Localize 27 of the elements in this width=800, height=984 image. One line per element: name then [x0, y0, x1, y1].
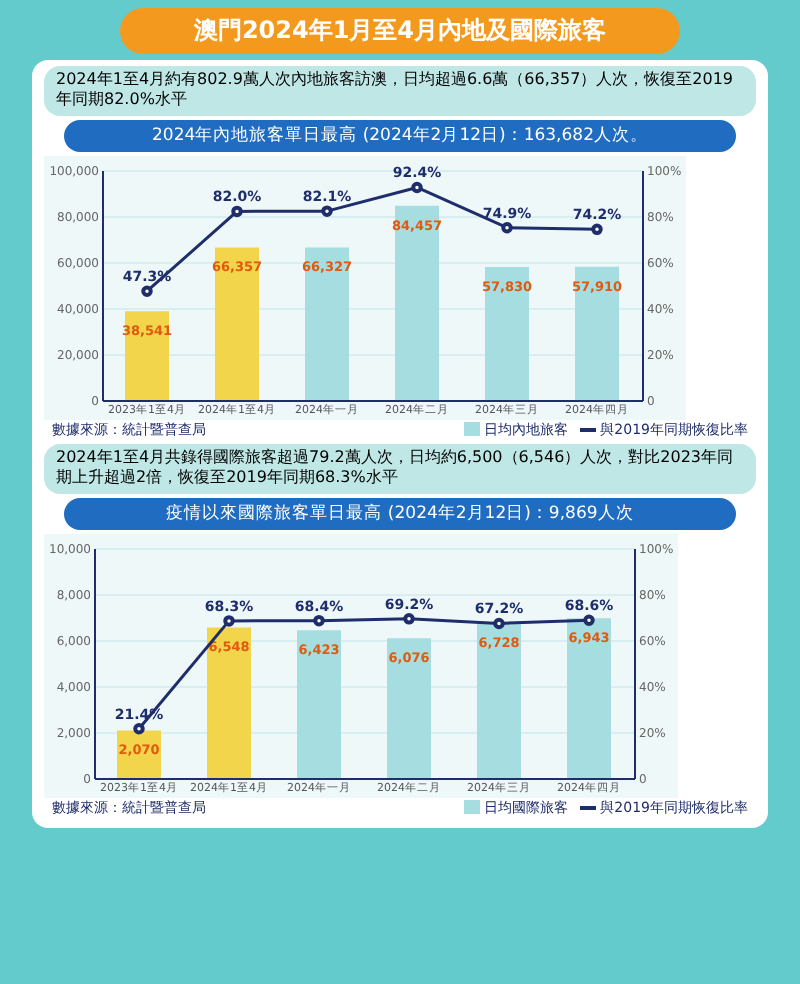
- point: [231, 205, 243, 217]
- bar: [215, 246, 259, 400]
- point: [133, 722, 145, 734]
- point: [493, 616, 505, 629]
- point: [501, 221, 513, 234]
- bar: [567, 617, 611, 778]
- point: [223, 614, 235, 626]
- text: 2024年內地旅客單日最高 (2024年2月12日)：163,682人次。: [64, 119, 736, 152]
- point: [141, 285, 153, 297]
- bar: [297, 629, 341, 778]
- bar: [395, 205, 439, 400]
- point: [583, 613, 595, 626]
- chart-title: 澳門2024年1月至4月內地及國際旅客: [120, 8, 680, 54]
- chart-subtitle: 2024年1至4月共錄得國際旅客超過79.2萬人次，日均約6,500（6,546）人次，對比2023年同期上升超過2倍，恢復至2019年同期68.3%水平: [44, 443, 756, 494]
- bar: [575, 266, 619, 400]
- point: [321, 205, 333, 217]
- bar: [485, 266, 529, 400]
- text: 疫情以來國際旅客單日最高 (2024年2月12日)：9,869人次: [64, 497, 736, 530]
- bar: [305, 247, 349, 400]
- point: [411, 181, 423, 193]
- point: [591, 223, 603, 235]
- bar: [477, 622, 521, 778]
- point: [313, 614, 325, 626]
- chart-subtitle: 2024年1至4月約有802.9萬人次內地旅客訪澳，日均超過6.6萬（66,357）人次，恢復至2019年同期82.0%水平: [44, 66, 756, 116]
- bar: [387, 637, 431, 778]
- bar: [207, 626, 251, 778]
- point: [403, 612, 415, 624]
